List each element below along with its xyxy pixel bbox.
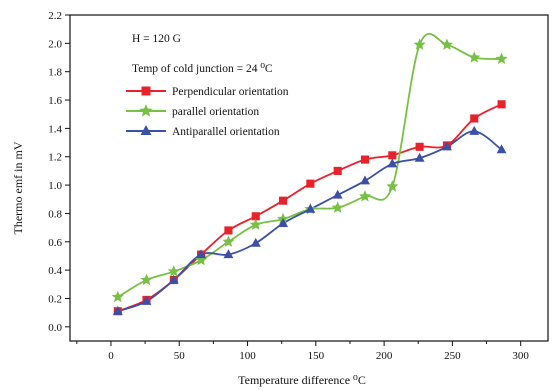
x-tick-label: 100 [239, 350, 256, 362]
data-point-parallel-orientation [386, 180, 399, 192]
data-point-antiparallel-orientation [360, 175, 370, 185]
annotation-cold-junction: Temp of cold junction = 24 ⁰C [132, 63, 273, 75]
data-point-parallel-orientation [140, 273, 153, 286]
data-point-antiparallel-orientation [250, 237, 261, 247]
y-tick-label: 1.2 [48, 152, 62, 164]
y-tick-label: 0.0 [48, 322, 62, 334]
y-tick-label: 0.6 [48, 237, 62, 249]
data-point-antiparallel-orientation [196, 249, 207, 259]
data-point-antiparallel-orientation [278, 218, 289, 227]
y-tick-label: 0.2 [48, 293, 62, 305]
x-tick-label: 200 [376, 350, 393, 362]
data-point-perpendicular-orientation [497, 100, 506, 109]
data-point-parallel-orientation [195, 253, 208, 266]
series-line-antiparallel-orientation [117, 130, 503, 313]
data-point-antiparallel-orientation [469, 125, 480, 135]
data-point-perpendicular-orientation [333, 166, 342, 175]
data-point-perpendicular-orientation [415, 142, 424, 151]
y-tick-label: 2.0 [48, 38, 62, 50]
data-point-perpendicular-orientation [224, 226, 233, 235]
legend-marker-parallel-orientation [139, 104, 153, 117]
data-point-parallel-orientation [111, 290, 124, 303]
data-point-antiparallel-orientation [112, 305, 123, 315]
legend-label-antiparallel: Antiparallel orientation [172, 126, 280, 138]
data-point-perpendicular-orientation [306, 179, 315, 188]
data-point-antiparallel-orientation [332, 189, 343, 199]
y-tick-label: 1.4 [48, 123, 62, 135]
legend-label-parallel: parallel orientation [172, 106, 259, 118]
series-markers [111, 38, 508, 316]
data-point-parallel-orientation [468, 51, 481, 63]
data-point-antiparallel-orientation [305, 203, 316, 213]
legend: Perpendicular orientation parallel orien… [126, 86, 289, 138]
data-point-parallel-orientation [331, 201, 344, 213]
y-tick-label: 1.8 [48, 67, 62, 79]
data-point-antiparallel-orientation [141, 296, 152, 305]
data-point-parallel-orientation [359, 190, 371, 202]
y-tick-label: 0.8 [48, 208, 62, 220]
data-point-parallel-orientation [495, 52, 508, 65]
data-point-perpendicular-orientation [279, 196, 288, 205]
data-point-perpendicular-orientation [388, 151, 397, 160]
x-tick-label: 300 [512, 350, 529, 362]
plot-border [69, 14, 549, 342]
data-point-parallel-orientation [222, 235, 235, 247]
x-tick-label: 50 [174, 350, 186, 362]
y-tick-label: 1.6 [48, 95, 62, 107]
data-point-antiparallel-orientation [168, 274, 179, 284]
data-point-perpendicular-orientation [251, 212, 260, 221]
y-tick-label: 2.2 [48, 10, 62, 22]
data-point-antiparallel-orientation [223, 249, 234, 259]
y-axis-label: Thermo emf in mV [11, 141, 25, 234]
data-point-antiparallel-orientation [441, 141, 452, 151]
data-point-antiparallel-orientation [414, 152, 425, 162]
data-point-antiparallel-orientation [387, 158, 398, 168]
data-point-perpendicular-orientation [360, 155, 370, 164]
x-axis-label: Temperature difference ⁰C [238, 373, 366, 387]
data-point-parallel-orientation [167, 265, 180, 277]
x-tick-label: 150 [308, 350, 325, 362]
legend-label-perpendicular: Perpendicular orientation [172, 86, 289, 98]
legend-marker-perpendicular-orientation [141, 86, 151, 96]
x-tick-label: 0 [108, 350, 114, 362]
x-tick-label: 250 [444, 350, 461, 362]
y-tick-label: 1.0 [48, 180, 62, 192]
data-point-antiparallel-orientation [496, 144, 507, 154]
legend-marker-antiparallel-orientation [140, 125, 152, 135]
y-tick-label: 0.4 [48, 265, 62, 277]
data-point-parallel-orientation [413, 38, 426, 50]
data-point-parallel-orientation [249, 218, 262, 230]
data-point-perpendicular-orientation [470, 114, 479, 123]
plot-frame [69, 14, 549, 342]
data-point-parallel-orientation [440, 38, 453, 50]
annotation-field: H = 120 G [132, 33, 181, 45]
series-line-parallel-orientation [117, 32, 502, 298]
axis-ticks: 0 50 100 150 200 250 300 0.0 0.2 0.4 0.6 0.8 1.0 1.2 1… [48, 10, 529, 362]
